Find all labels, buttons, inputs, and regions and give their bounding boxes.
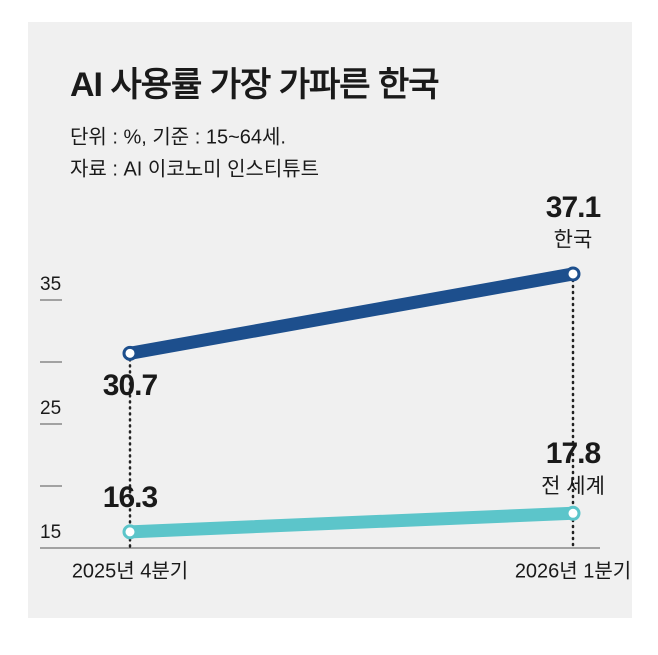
y-tick-label: 25	[40, 398, 61, 419]
value-label: 17.8	[546, 437, 601, 470]
subtitle: 단위 : %, 기준 : 15~64세.	[70, 125, 286, 148]
point	[565, 505, 581, 521]
series-line	[123, 506, 580, 539]
value-label: 16.3	[103, 481, 158, 514]
value-label: 30.7	[103, 369, 158, 402]
series-name: 한국	[554, 229, 593, 252]
point	[122, 524, 138, 540]
x-tick-label: 2026년 1분기	[515, 559, 631, 582]
y-tick-label: 35	[40, 274, 61, 295]
y-tick-label: 15	[40, 522, 61, 543]
series-line	[123, 267, 580, 360]
series-name: 전 세계	[541, 475, 605, 498]
chart-title: AI 사용률 가장 가파른 한국	[70, 66, 439, 104]
source: 자료 : AI 이코노미 인스티튜트	[70, 157, 319, 180]
x-tick-label: 2025년 4분기	[72, 559, 188, 582]
point	[122, 345, 138, 361]
value-label: 37.1	[546, 191, 601, 224]
point	[565, 266, 581, 282]
